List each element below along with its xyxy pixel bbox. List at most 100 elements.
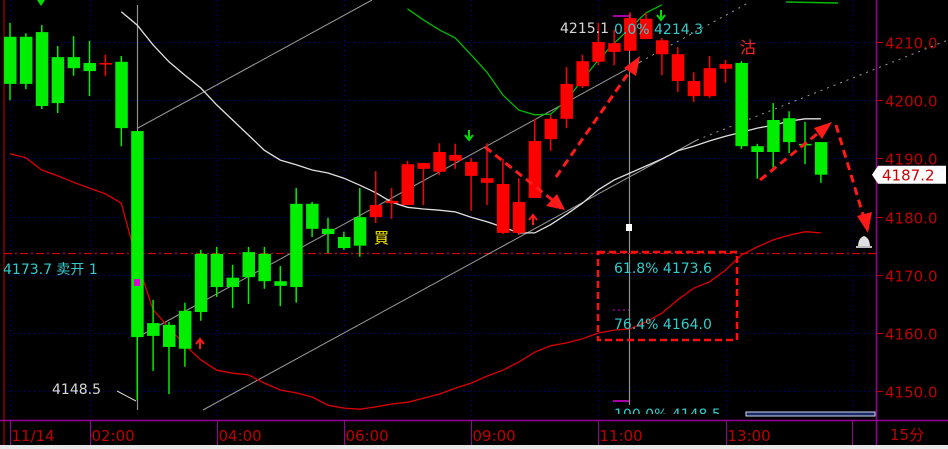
candle-body (337, 236, 351, 249)
y-tick-label: 4160.0 (885, 326, 938, 344)
price-axis: 4210.0 4200.0 4190.0 4180.0 4170.0 4160.0 4150… (876, 35, 938, 402)
candle-body (640, 18, 653, 40)
candle-down (767, 103, 780, 168)
channel-line-upper (137, 0, 373, 129)
candle-body (783, 118, 796, 143)
candle-down (226, 264, 240, 308)
arrowhead-icon (624, 56, 640, 76)
candle-body (592, 42, 605, 62)
last-price-tag: 4187.2 (872, 165, 946, 185)
dashed-arrow-down-2 (834, 124, 866, 219)
candle-down (51, 46, 65, 114)
candle-body (481, 178, 494, 183)
candle-body (274, 281, 287, 286)
candle-body (751, 146, 764, 152)
y-tick-label: 4200.0 (885, 93, 938, 111)
candle-body (655, 40, 669, 55)
candle-up (592, 22, 605, 66)
buy-signal-label: 買 (374, 229, 389, 247)
candle-down (274, 266, 287, 307)
candle-up (481, 143, 494, 205)
candle-up (369, 171, 383, 224)
last-price-value: 4187.2 (882, 167, 935, 185)
red-up-arrow-icon (195, 337, 205, 349)
order-line-label[interactable]: 4173.7 卖开 1 (3, 262, 98, 278)
candle-body (703, 68, 717, 97)
candle-body (671, 54, 685, 81)
marker-square-white (626, 224, 632, 231)
candle-body (814, 142, 828, 175)
dashed-arrow-up-2 (759, 128, 823, 182)
candle-down (735, 61, 748, 150)
candle-up (703, 55, 717, 98)
candle-body (417, 163, 430, 169)
x-tick-label: 11:00 (600, 427, 643, 445)
candle-body (353, 217, 367, 246)
candle-body (115, 61, 128, 129)
arrowhead-icon (814, 122, 832, 139)
candle-body (624, 18, 637, 51)
candle-body (544, 118, 558, 140)
candle-up (528, 118, 542, 198)
sell-signal-label: 沽 (740, 38, 756, 57)
dashed-arrow-down-1 (484, 145, 556, 204)
candle-up (624, 12, 637, 51)
arrowhead-icon (546, 194, 565, 210)
dashed-arrows (484, 67, 866, 219)
timeframe-label[interactable]: 15分 (890, 426, 924, 444)
dashed-arrow-up-1 (554, 67, 634, 178)
candle-down (258, 246, 271, 289)
candle-down (751, 143, 764, 179)
x-tick-label: 06:00 (346, 427, 389, 445)
y-tick-label: 4210.0 (885, 35, 938, 53)
moving-average-line (407, 4, 663, 116)
candle-body (449, 154, 462, 161)
fibonacci-box[interactable] (596, 250, 739, 342)
candle-up (687, 72, 701, 102)
candle-down (19, 33, 33, 90)
candle-body (131, 131, 144, 338)
candle-down (290, 188, 303, 303)
candle-up (671, 47, 685, 93)
candle-down (147, 299, 160, 371)
candle-body (178, 310, 192, 349)
candle-body (735, 62, 748, 147)
candle-down (4, 22, 17, 101)
candle-up (544, 114, 558, 151)
candle-body (226, 277, 240, 288)
candles (4, 12, 828, 400)
x-tick-label: 13:00 (728, 427, 771, 445)
candle-body (147, 323, 160, 336)
candle-body (608, 43, 621, 52)
candle-body (67, 57, 81, 69)
candle-up (99, 54, 112, 76)
alert-bell-icon[interactable] (856, 236, 872, 248)
candle-body (322, 228, 335, 235)
candle-body (83, 62, 96, 72)
candle-body (194, 253, 208, 313)
candle-up (576, 54, 589, 88)
candle-down (353, 188, 367, 257)
candle-down (178, 302, 192, 367)
candle-body (258, 253, 271, 282)
candle-up (655, 37, 669, 76)
horizontal-scrollbar[interactable] (745, 411, 876, 417)
candle-up (401, 160, 414, 205)
green-down-arrow-icon (656, 10, 666, 22)
candle-up (385, 188, 399, 219)
marker-square-magenta (134, 279, 140, 286)
channel-line-lower-ext (696, 39, 948, 141)
moving-average-line (9, 153, 821, 410)
candle-body (35, 32, 49, 107)
moving-average-line (120, 11, 821, 234)
candle-body (242, 252, 255, 278)
candle-down (131, 131, 144, 400)
candle-up (417, 163, 430, 205)
time-axis: 11/14 02:00 04:00 06:00 09:00 11:00 13:00 (10, 420, 853, 445)
candle-body (99, 62, 112, 65)
candle-body (210, 253, 224, 288)
candle-body (4, 36, 17, 84)
candle-down (814, 142, 828, 183)
y-tick-label: 4190.0 (885, 151, 938, 169)
